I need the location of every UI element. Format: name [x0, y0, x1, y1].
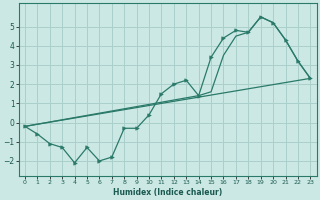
X-axis label: Humidex (Indice chaleur): Humidex (Indice chaleur): [113, 188, 222, 197]
